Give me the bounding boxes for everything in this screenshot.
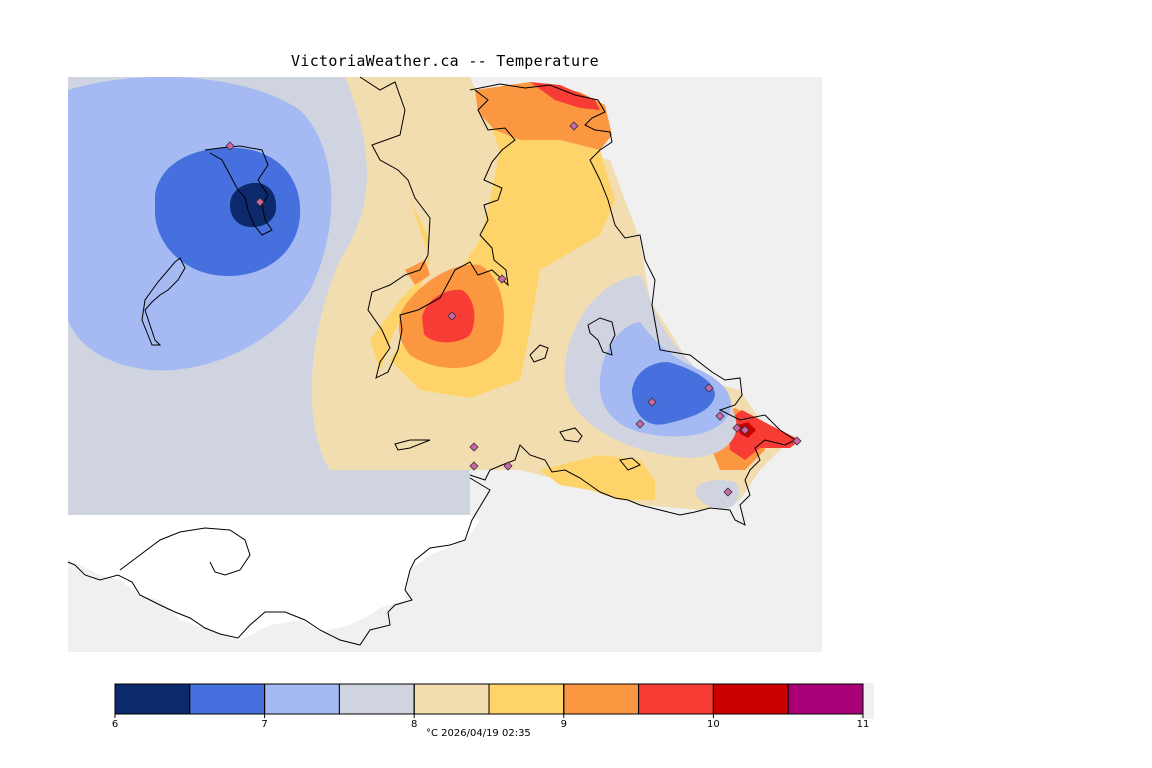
legend-tick-label: 7: [261, 719, 267, 730]
legend-tick-label: 10: [707, 719, 720, 730]
legend-swatch: [264, 683, 340, 715]
legend-swatch: [787, 683, 864, 715]
legend-tick-label: 8: [411, 719, 417, 730]
contour-8.5-9-west: [370, 200, 430, 370]
contour-6.5-7-west: [155, 147, 301, 277]
legend-swatch: [563, 683, 640, 715]
legend-tick-label: 11: [857, 719, 870, 730]
station-marker: [792, 436, 802, 446]
station-marker: [647, 397, 657, 407]
station-marker: [469, 461, 479, 471]
station-marker: [740, 425, 750, 435]
station-marker: [723, 487, 733, 497]
station-marker: [503, 461, 513, 471]
station-marker: [635, 419, 645, 429]
legend-ticks: 6 7 8 9 10 11: [112, 684, 870, 730]
station-marker: [255, 197, 265, 207]
contour-6.5-7-east: [632, 362, 715, 425]
land-south: [68, 515, 480, 640]
station-marker: [447, 311, 457, 321]
coastlines: [67, 76, 796, 646]
station-markers: [225, 121, 802, 497]
station-marker: [569, 121, 579, 131]
legend-tick-label: 9: [561, 719, 567, 730]
legend-swatches: [114, 683, 864, 715]
legend-swatch: [488, 683, 565, 715]
station-marker: [469, 442, 479, 452]
contour-9-9.5-west: [405, 260, 430, 285]
contour-8.5-9-south: [540, 455, 655, 500]
legend-caption: °C 2026/04/19 02:35: [426, 728, 531, 739]
legend-swatch: [189, 683, 266, 715]
station-marker: [704, 383, 714, 393]
station-marker: [715, 411, 725, 421]
station-marker: [732, 423, 742, 433]
contour-7.5-8-southeast: [695, 480, 740, 509]
station-marker: [497, 274, 507, 284]
legend-swatch: [338, 683, 415, 715]
legend-swatch: [638, 683, 714, 715]
legend-swatch: [114, 683, 191, 715]
legend-tick-label: 6: [112, 719, 118, 730]
legend-swatch: [712, 683, 789, 715]
station-marker: [225, 141, 235, 151]
contour-9.5-10-east: [728, 410, 800, 460]
contour-9.5-10-north: [530, 82, 600, 110]
legend-swatch: [413, 683, 490, 715]
chart-title: VictoriaWeather.ca -- Temperature: [291, 52, 599, 70]
